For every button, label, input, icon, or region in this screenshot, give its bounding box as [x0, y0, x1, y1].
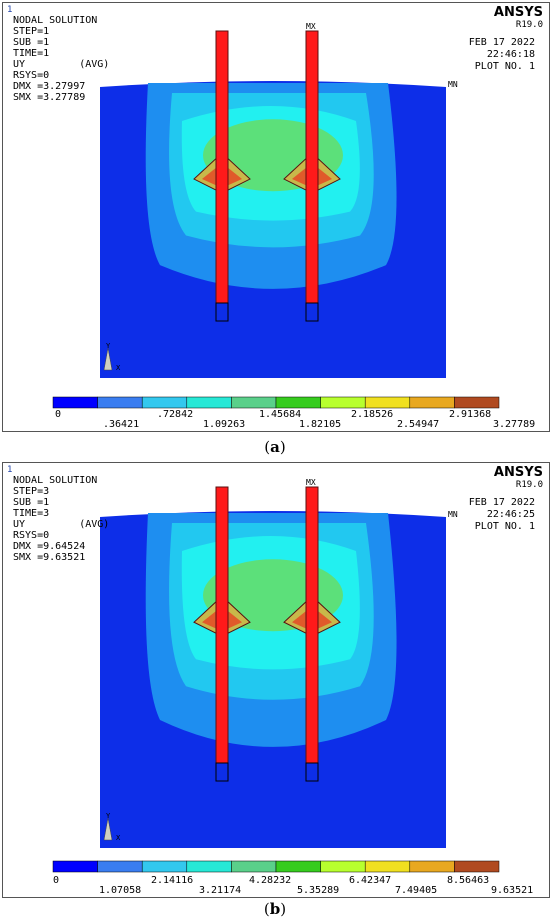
plot-date: FEB 17 2022 — [468, 37, 535, 48]
contour-plot-a: MX MN Y X — [52, 22, 500, 409]
legend-label: .36421 — [103, 419, 140, 430]
solution-line: DMX =9.64524 — [13, 541, 86, 552]
anchor-tip — [215, 762, 229, 782]
legend-label: 9.63521 — [491, 885, 534, 896]
solution-info-block: NODAL SOLUTION STEP=3 SUB =1 TIME=3 UY (… — [13, 475, 109, 563]
anchor-tip — [215, 302, 229, 322]
triad-x-label: X — [116, 834, 121, 842]
anchor-tip — [305, 302, 319, 322]
legend-label: 6.42347 — [349, 875, 392, 886]
legend-label: 4.28232 — [249, 875, 292, 886]
solution-line: STEP=3 — [13, 486, 50, 497]
solution-line: STEP=1 — [13, 26, 50, 37]
contour-plot-panel-a: MX MN Y X 1 NODAL SOLUTION STEP=1 SUB =1 TI… — [2, 2, 550, 432]
coordinate-triad — [103, 347, 113, 371]
date-block: FEB 17 2022 22:46:25 PLOT NO. 1 — [469, 497, 535, 533]
max-marker: MX — [306, 22, 316, 31]
triad-y-label: Y — [106, 342, 111, 350]
legend-label: .72842 — [157, 409, 194, 420]
ansys-version: R19.0 — [515, 20, 543, 30]
plot-number: PLOT NO. 1 — [474, 61, 535, 72]
legend-label: 3.27789 — [493, 419, 536, 430]
legend-label: 1.82105 — [299, 419, 342, 430]
solution-line: SUB =1 — [13, 37, 50, 48]
displacement-field-a: MX MN Y X — [52, 22, 500, 409]
ansys-version: R19.0 — [515, 480, 543, 490]
displacement-field-b: MX MN Y X — [52, 478, 500, 873]
legend-swatch — [454, 860, 500, 873]
ansys-logo: ANSYS R19.0 — [494, 465, 543, 490]
legend-label: 1.45684 — [259, 409, 302, 420]
solution-info-block: NODAL SOLUTION STEP=1 SUB =1 TIME=1 UY (… — [13, 15, 109, 103]
max-marker: MX — [306, 478, 316, 487]
caption-a: (a) — [264, 438, 286, 456]
contour-plot-panel-b: MX MN Y X 1 NODAL SOLUTION STEP=3 SUB =1 TI… — [2, 462, 550, 898]
legend-label: 0 — [53, 875, 60, 886]
solution-line: TIME=3 — [13, 508, 50, 519]
triad-y-label: Y — [106, 812, 111, 820]
plot-time: 22:46:25 — [486, 509, 535, 520]
min-marker: MN — [448, 510, 458, 519]
plot-time: 22:46:18 — [486, 49, 535, 60]
contour-legend-labels: 0 .72842 1.45684 2.18526 2.91368 .36421 … — [3, 3, 549, 431]
window-number: 1 — [7, 465, 13, 475]
legend-label: 8.56463 — [447, 875, 490, 886]
plot-date: FEB 17 2022 — [468, 497, 535, 508]
legend-label: 0 — [55, 409, 62, 420]
solution-line: SMX =9.63521 — [13, 552, 86, 563]
date-block: FEB 17 2022 22:46:18 PLOT NO. 1 — [469, 37, 535, 73]
solution-line: UY (AVG) — [13, 59, 110, 70]
legend-label: 3.21174 — [199, 885, 242, 896]
solution-title: NODAL SOLUTION — [13, 15, 98, 26]
solution-line: RSYS=0 — [13, 530, 50, 541]
ansys-brand: ANSYS — [493, 465, 543, 480]
triad-x-label: X — [116, 364, 121, 372]
solution-line: UY (AVG) — [13, 519, 110, 530]
legend-label: 7.49405 — [395, 885, 438, 896]
solution-line: SMX =3.27789 — [13, 92, 86, 103]
legend-label: 2.18526 — [351, 409, 394, 420]
contour-plot-b: MX MN Y X — [52, 478, 500, 873]
legend-label: 5.35289 — [297, 885, 340, 896]
contour-legend-labels: 0 2.14116 4.28232 6.42347 8.56463 1.0705… — [3, 463, 549, 897]
legend-swatch — [454, 396, 500, 409]
solution-line: TIME=1 — [13, 48, 50, 59]
ansys-logo: ANSYS R19.0 — [494, 5, 543, 30]
window-number: 1 — [7, 5, 13, 15]
legend-label: 2.91368 — [449, 409, 492, 420]
solution-title: NODAL SOLUTION — [13, 475, 98, 486]
solution-line: SUB =1 — [13, 497, 50, 508]
caption-b: (b) — [263, 900, 287, 918]
legend-label: 1.07058 — [99, 885, 142, 896]
legend-label: 2.14116 — [151, 875, 194, 886]
coordinate-triad — [103, 817, 113, 841]
solution-line: RSYS=0 — [13, 70, 50, 81]
anchor-tip — [305, 762, 319, 782]
plot-number: PLOT NO. 1 — [474, 521, 535, 532]
legend-label: 1.09263 — [203, 419, 246, 430]
ansys-brand: ANSYS — [493, 5, 543, 20]
min-marker: MN — [448, 80, 458, 89]
solution-line: DMX =3.27997 — [13, 81, 86, 92]
legend-label: 2.54947 — [397, 419, 440, 430]
